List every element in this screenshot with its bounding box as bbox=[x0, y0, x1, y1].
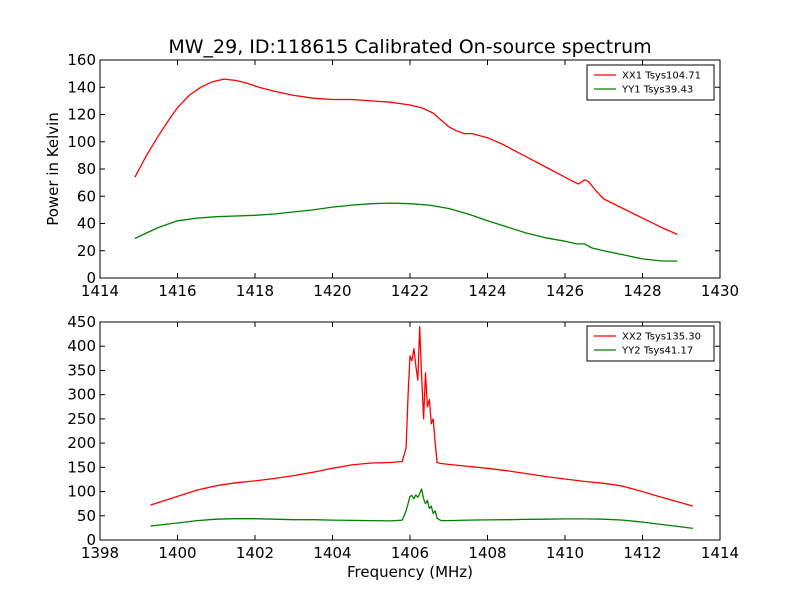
x-tick-label: 1414 bbox=[81, 282, 119, 300]
x-tick-label: 1414 bbox=[701, 544, 739, 562]
x-tick-label: 1416 bbox=[158, 282, 196, 300]
x-tick-label: 1428 bbox=[623, 282, 661, 300]
x-tick-label: 1412 bbox=[623, 544, 661, 562]
bottom-spectrum-panel: 1398 1400 1402 1404 1406 1408 1410 1412 1414 0 50 1… bbox=[67, 313, 739, 562]
series-line-xx2 bbox=[150, 326, 694, 507]
y-tick-label: 0 bbox=[86, 531, 96, 549]
x-tick-label: 1430 bbox=[701, 282, 739, 300]
y-tick-label: 300 bbox=[67, 386, 96, 404]
x-tick-label: 1402 bbox=[236, 544, 274, 562]
y-tick-label: 20 bbox=[77, 242, 96, 260]
x-tick-label: 1404 bbox=[313, 544, 351, 562]
y-tick-label: 450 bbox=[67, 313, 96, 331]
x-tick-label: 1410 bbox=[546, 544, 584, 562]
legend-label: YY1 Tsys39.43 bbox=[621, 85, 693, 96]
y-axis-label: Power in Kelvin bbox=[44, 112, 62, 226]
y-tick-label: 80 bbox=[77, 160, 96, 178]
y-tick-label: 200 bbox=[67, 434, 96, 452]
legend: XX1 Tsys104.71 YY1 Tsys39.43 bbox=[586, 64, 715, 101]
y-tick-label: 120 bbox=[67, 106, 96, 124]
y-tick-label: 160 bbox=[67, 51, 96, 69]
series-line-xx1 bbox=[134, 78, 678, 235]
x-tick-label: 1426 bbox=[546, 282, 584, 300]
x-tick-label: 1406 bbox=[391, 544, 429, 562]
legend-label: XX2 Tsys135.30 bbox=[622, 332, 701, 343]
y-tick-label: 40 bbox=[77, 215, 96, 233]
y-tick-label: 400 bbox=[67, 337, 96, 355]
legend-label: XX1 Tsys104.71 bbox=[622, 71, 701, 82]
y-tick-label: 350 bbox=[67, 361, 96, 379]
x-tick-label: 1398 bbox=[81, 544, 119, 562]
x-tick-label: 1420 bbox=[313, 282, 351, 300]
x-axis-label: Frequency (MHz) bbox=[347, 563, 473, 581]
x-tick-label: 1400 bbox=[158, 544, 196, 562]
legend-box bbox=[586, 325, 715, 362]
legend-box bbox=[586, 64, 715, 101]
series-line-yy2 bbox=[150, 488, 693, 530]
x-tick-label: 1424 bbox=[468, 282, 506, 300]
y-tick-label: 250 bbox=[67, 410, 96, 428]
y-tick-label: 100 bbox=[67, 133, 96, 151]
x-tick-label: 1418 bbox=[236, 282, 274, 300]
y-tick-label: 60 bbox=[77, 187, 96, 205]
series-line-yy1 bbox=[134, 202, 678, 262]
top-spectrum-panel: 1414 1416 1418 1420 1422 1424 1426 1428 1430 0 20 4… bbox=[67, 51, 739, 300]
y-tick-label: 140 bbox=[67, 78, 96, 96]
x-tick-label: 1408 bbox=[468, 544, 506, 562]
y-tick-label: 0 bbox=[86, 269, 96, 287]
y-tick-label: 50 bbox=[77, 507, 96, 525]
x-tick-label: 1422 bbox=[391, 282, 429, 300]
y-tick-label: 100 bbox=[67, 483, 96, 501]
chart-title: MW_29, ID:118615 Calibrated On-source sp… bbox=[168, 36, 651, 58]
legend: XX2 Tsys135.30 YY2 Tsys41.17 bbox=[586, 325, 715, 362]
y-tick-label: 150 bbox=[67, 458, 96, 476]
legend-label: YY2 Tsys41.17 bbox=[621, 346, 693, 357]
